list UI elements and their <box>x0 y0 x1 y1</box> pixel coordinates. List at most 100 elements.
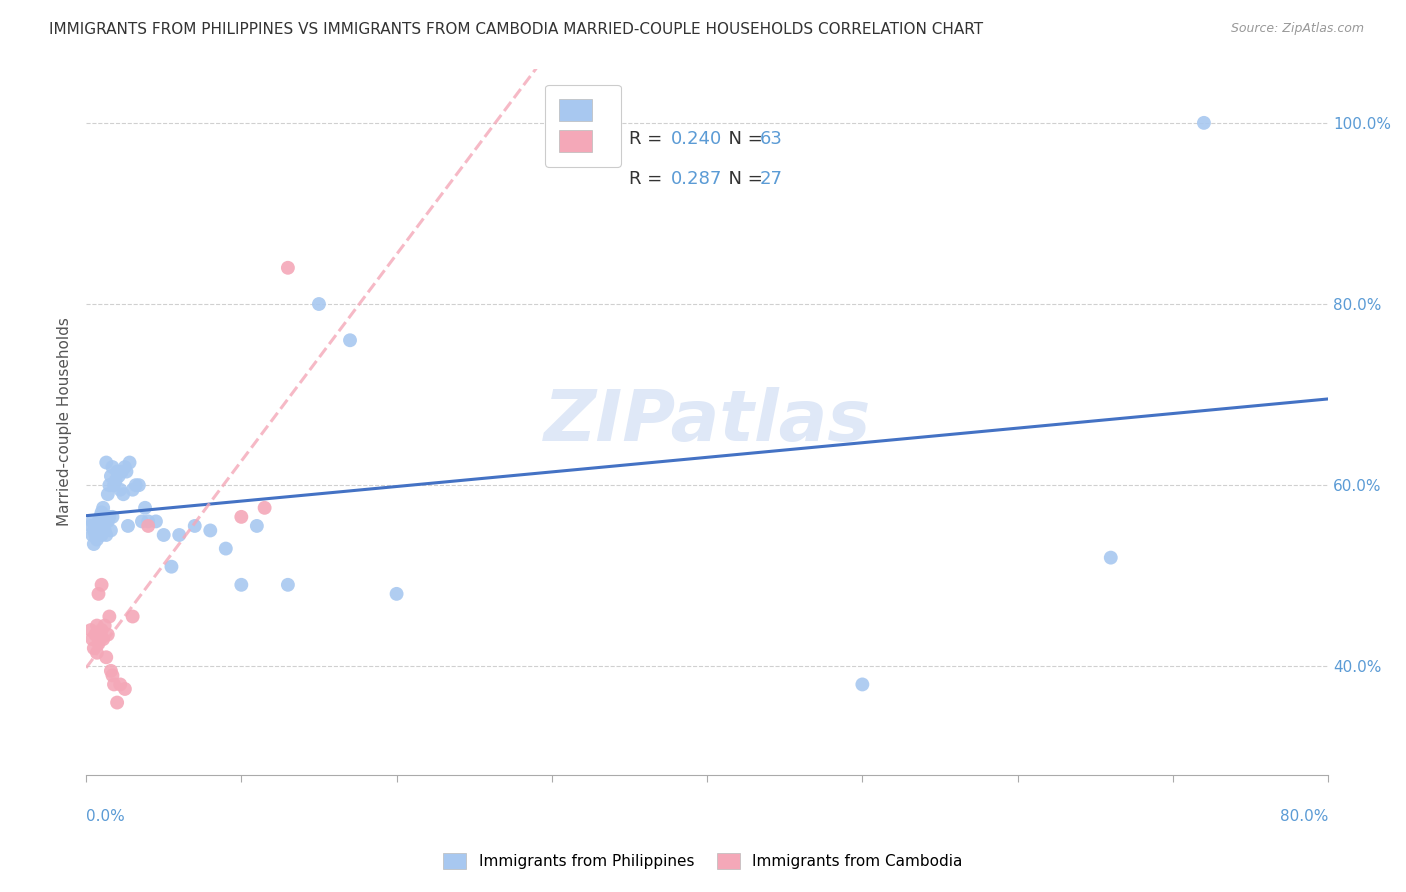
Point <box>91 515 114 529</box>
Point <box>121 483 143 497</box>
Point <box>1099 550 1122 565</box>
Text: ZIPatlas: ZIPatlas <box>543 387 870 457</box>
Point <box>152 528 174 542</box>
Point <box>125 478 148 492</box>
Point <box>101 668 124 682</box>
Point <box>90 519 112 533</box>
Point <box>91 500 114 515</box>
Point <box>112 487 135 501</box>
Point <box>105 696 128 710</box>
Point <box>200 524 222 538</box>
Point <box>97 515 120 529</box>
Point <box>89 632 111 647</box>
Point <box>115 465 138 479</box>
Text: 27: 27 <box>759 170 783 188</box>
Point <box>277 260 299 275</box>
Point <box>231 509 253 524</box>
Point <box>87 587 110 601</box>
Text: R =: R = <box>628 170 668 188</box>
Point <box>104 474 127 488</box>
Point <box>851 677 873 691</box>
Point <box>82 515 104 529</box>
Text: IMMIGRANTS FROM PHILIPPINES VS IMMIGRANTS FROM CAMBODIA MARRIED-COUPLE HOUSEHOLD: IMMIGRANTS FROM PHILIPPINES VS IMMIGRANT… <box>49 22 983 37</box>
Legend: , : , <box>546 85 621 167</box>
Point <box>231 578 253 592</box>
Point <box>339 333 361 347</box>
Point <box>80 519 103 533</box>
Point <box>100 524 122 538</box>
Point <box>103 677 125 691</box>
Point <box>83 641 105 656</box>
Point <box>246 519 269 533</box>
Point <box>128 478 150 492</box>
Point <box>215 541 238 556</box>
Point <box>84 528 107 542</box>
Point <box>87 637 110 651</box>
Point <box>86 618 108 632</box>
Point <box>97 487 120 501</box>
Point <box>80 623 103 637</box>
Text: Source: ZipAtlas.com: Source: ZipAtlas.com <box>1230 22 1364 36</box>
Point <box>83 537 105 551</box>
Point <box>184 519 207 533</box>
Point <box>107 469 129 483</box>
Point <box>87 515 110 529</box>
Point <box>93 524 115 538</box>
Point <box>118 456 141 470</box>
Point <box>111 465 134 479</box>
Point <box>1192 116 1215 130</box>
Point <box>90 578 112 592</box>
Point <box>90 623 112 637</box>
Point <box>110 483 132 497</box>
Point <box>91 632 114 647</box>
Point <box>134 500 156 515</box>
Point <box>98 509 121 524</box>
Text: R =: R = <box>628 129 668 147</box>
Point <box>131 515 153 529</box>
Text: 0.0%: 0.0% <box>86 809 125 824</box>
Point <box>84 519 107 533</box>
Point <box>308 297 330 311</box>
Point <box>105 465 128 479</box>
Point <box>110 677 132 691</box>
Point <box>96 528 118 542</box>
Point <box>96 650 118 665</box>
Text: 0.287: 0.287 <box>671 170 723 188</box>
Text: N =: N = <box>717 170 769 188</box>
Point <box>253 500 276 515</box>
Point <box>277 578 299 592</box>
Point <box>160 559 183 574</box>
Point <box>114 681 136 696</box>
Point <box>103 478 125 492</box>
Legend: Immigrants from Philippines, Immigrants from Cambodia: Immigrants from Philippines, Immigrants … <box>437 847 969 875</box>
Point <box>100 469 122 483</box>
Point <box>90 505 112 519</box>
Point <box>114 460 136 475</box>
Point <box>97 627 120 641</box>
Point <box>385 587 408 601</box>
Text: 63: 63 <box>759 129 782 147</box>
Point <box>100 664 122 678</box>
Point <box>89 528 111 542</box>
Point <box>89 509 111 524</box>
Y-axis label: Married-couple Households: Married-couple Households <box>58 318 72 526</box>
Point <box>93 618 115 632</box>
Point <box>82 632 104 647</box>
Point <box>98 478 121 492</box>
Point <box>136 519 159 533</box>
Text: 0.240: 0.240 <box>671 129 723 147</box>
Point <box>83 524 105 538</box>
Point <box>117 519 139 533</box>
Point <box>90 528 112 542</box>
Point <box>82 528 104 542</box>
Point <box>87 519 110 533</box>
Point <box>101 460 124 475</box>
Point <box>167 528 190 542</box>
Point <box>121 609 143 624</box>
Point <box>136 515 159 529</box>
Text: 80.0%: 80.0% <box>1279 809 1329 824</box>
Point <box>101 509 124 524</box>
Point <box>86 533 108 547</box>
Point <box>96 456 118 470</box>
Point <box>145 515 167 529</box>
